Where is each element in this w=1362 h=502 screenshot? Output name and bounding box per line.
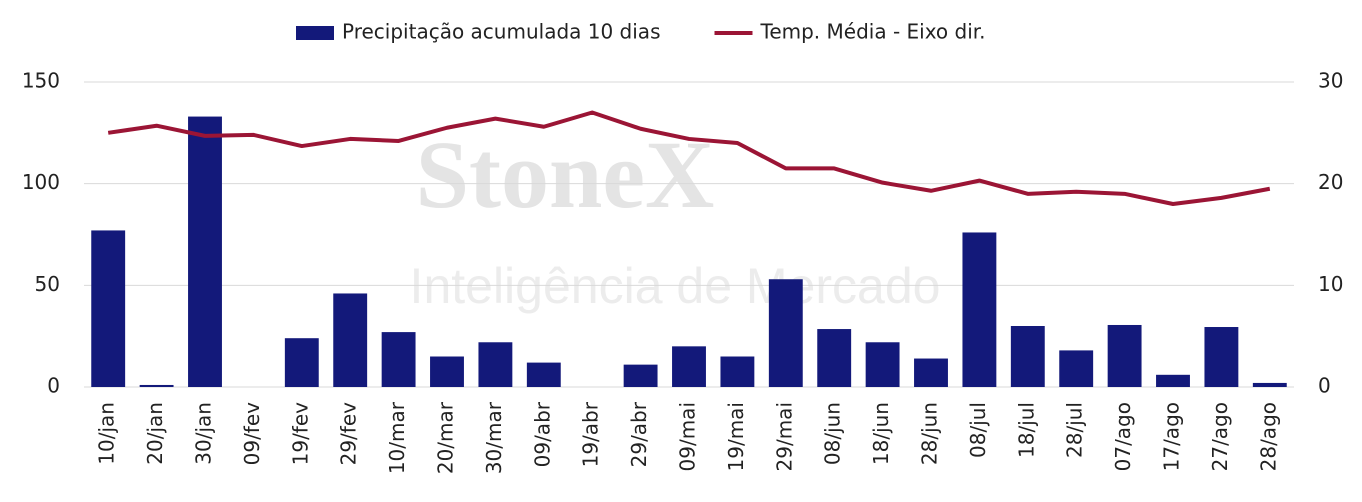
bar — [139, 384, 174, 387]
x-tick-label: 18/jul — [1014, 402, 1038, 458]
line — [107, 110, 1271, 206]
y-tick-label: 100 — [22, 170, 60, 194]
x-tick-label: 08/jul — [966, 402, 990, 458]
bar — [1059, 350, 1094, 387]
bar — [623, 364, 658, 387]
bar — [1252, 382, 1287, 387]
legend-label: Precipitação acumulada 10 dias — [342, 20, 661, 44]
x-tick-label: 18/jun — [869, 402, 893, 465]
watermark: StoneX — [416, 121, 715, 228]
x-tick-label: 20/mar — [434, 401, 458, 474]
bar — [91, 230, 126, 387]
x-tick-label: 10/mar — [385, 401, 409, 474]
bar — [188, 116, 222, 388]
watermark: Inteligência de Mercado — [410, 258, 941, 314]
bar — [1204, 327, 1239, 387]
x-tick-label: 09/fev — [240, 402, 264, 466]
y-tick-label: 150 — [22, 69, 60, 93]
y2-tick-label: 0 — [1318, 374, 1331, 398]
x-tick-label: 20/jan — [143, 402, 167, 465]
y2-tick-label: 30 — [1318, 69, 1343, 93]
bar — [526, 362, 561, 387]
bar — [1156, 374, 1190, 387]
x-tick-label: 29/fev — [337, 402, 361, 466]
x-tick-label: 27/ago — [1208, 402, 1232, 471]
bar — [865, 342, 900, 387]
bar — [768, 279, 803, 387]
legend-swatch — [296, 26, 334, 40]
bar — [1107, 324, 1142, 387]
x-tick-label: 30/mar — [482, 401, 506, 474]
bar — [962, 232, 997, 387]
y2-tick-label: 20 — [1318, 170, 1343, 194]
x-tick-label: 17/ago — [1160, 402, 1184, 471]
x-tick-label: 29/abr — [627, 401, 651, 467]
bar — [817, 329, 852, 387]
bar — [478, 342, 513, 387]
bar — [1010, 326, 1045, 387]
bar — [672, 346, 706, 387]
x-tick-label: 07/ago — [1111, 402, 1135, 471]
bar — [284, 338, 319, 387]
x-tick-label: 29/mai — [772, 402, 796, 471]
x-tick-label: 28/ago — [1256, 402, 1280, 471]
x-tick-label: 09/abr — [530, 401, 554, 467]
x-tick-label: 30/jan — [192, 402, 216, 465]
bar — [720, 356, 755, 387]
x-tick-label: 19/fev — [288, 402, 312, 466]
y-tick-label: 0 — [47, 374, 60, 398]
x-tick-label: 19/mai — [724, 402, 748, 471]
legend-label: Temp. Média - Eixo dir. — [760, 20, 986, 44]
x-tick-label: 08/jun — [821, 402, 845, 465]
bar — [914, 358, 948, 387]
x-tick-label: 28/jul — [1063, 402, 1087, 458]
x-tick-label: 10/jan — [95, 402, 119, 465]
x-tick-label: 28/jun — [918, 402, 942, 465]
y2-tick-label: 10 — [1318, 272, 1343, 296]
x-tick-label: 19/abr — [579, 401, 603, 467]
x-tick-label: 09/mai — [676, 402, 700, 471]
bar — [430, 356, 464, 387]
bar — [381, 332, 416, 387]
bar — [333, 293, 368, 387]
y-tick-label: 50 — [35, 272, 60, 296]
